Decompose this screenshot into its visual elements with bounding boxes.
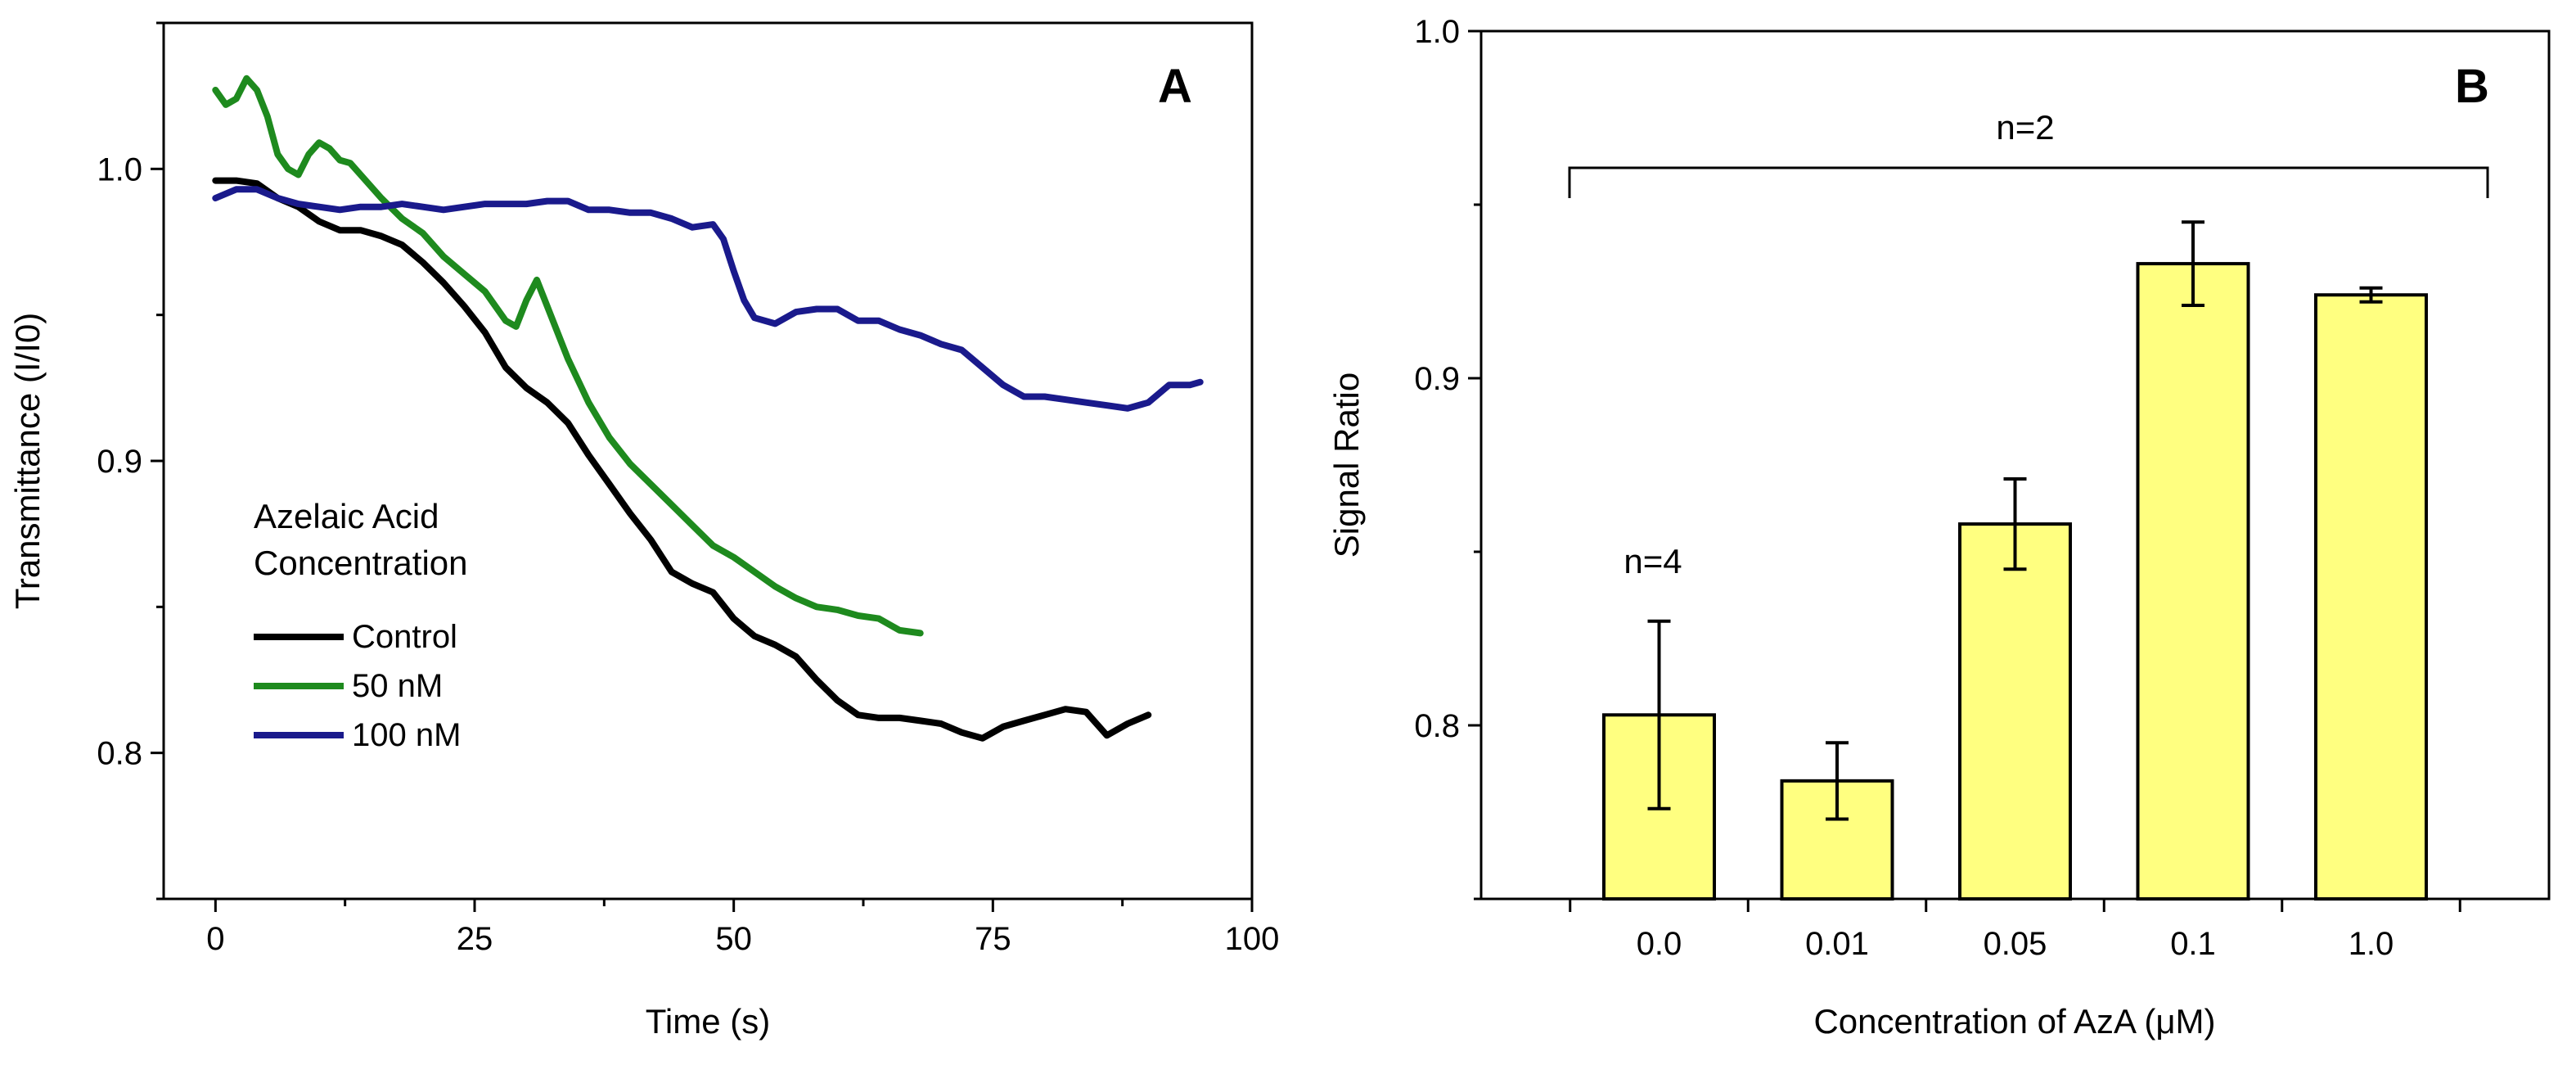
- a-x-tick-label-100: 100: [1225, 921, 1280, 957]
- annotation-n2: n=2: [1996, 108, 2054, 147]
- a-x-tick-label-0: 0: [206, 921, 224, 957]
- a-y-tick-label-1: 0.9: [97, 444, 142, 480]
- a-x-tick-label-75: 75: [975, 921, 1011, 957]
- panel-a-series-lines: [212, 74, 1204, 742]
- bar-0.05: [1958, 522, 2072, 901]
- panel-a-ticks: 0 25 50 75 100 0.8 0.9 1.0: [97, 21, 1280, 957]
- series-line-control: [212, 177, 1152, 742]
- b-y-tick-label-1: 0.9: [1414, 361, 1460, 397]
- panel-b-label: B: [2455, 60, 2489, 113]
- panel-b-bars: [1602, 220, 2428, 901]
- legend-label-50nm: 50 nM: [352, 668, 443, 704]
- bar-1.0: [2314, 293, 2428, 901]
- a-y-tick-label-0: 0.8: [97, 736, 142, 772]
- panel-a-legend: Azelaic Acid Concentration Control 50 nM…: [254, 497, 468, 753]
- legend-title-line-2: Concentration: [254, 544, 468, 582]
- a-x-tick-label-50: 50: [715, 921, 752, 957]
- b-x-tick-label-1.0: 1.0: [2349, 926, 2394, 962]
- panel-a-y-axis-label: Transmittance (I/I0): [8, 313, 47, 610]
- series-line-100-nm: [212, 186, 1204, 412]
- legend-title-line-1: Azelaic Acid: [254, 497, 439, 535]
- b-x-tick-label-0.0: 0.0: [1637, 926, 1682, 962]
- n2-bracket: [1568, 166, 2489, 198]
- panel-a-line-chart: 0 25 50 75 100 0.8 0.9 1.0 A Time (s) Transmitt…: [8, 21, 1280, 1041]
- b-y-tick-label-0: 0.8: [1414, 708, 1460, 744]
- legend-label-100nm: 100 nM: [352, 717, 461, 753]
- bar-0.1: [2136, 262, 2250, 901]
- a-x-tick-label-25: 25: [457, 921, 493, 957]
- b-x-tick-label-0.1: 0.1: [2170, 926, 2216, 962]
- panel-b-y-axis-label: Signal Ratio: [1327, 372, 1366, 558]
- b-x-tick-label-0.01: 0.01: [1805, 926, 1869, 962]
- panel-a-label: A: [1158, 60, 1192, 113]
- annotation-n4: n=4: [1624, 542, 1682, 580]
- panel-b-bar-chart: 0.8 0.9 1.0 0.0 0.01 0.05 0.1 1.0 B Concentrati…: [1327, 14, 2551, 1041]
- panel-b-ticks: 0.8 0.9 1.0 0.0 0.01 0.05 0.1 1.0: [1414, 14, 2461, 962]
- legend-label-control: Control: [352, 619, 457, 655]
- series-line-50-nm: [212, 74, 924, 637]
- panel-a-x-axis-label: Time (s): [646, 1002, 770, 1041]
- panel-b-x-axis-label: Concentration of AzA (μM): [1813, 1002, 2215, 1041]
- b-x-tick-label-0.05: 0.05: [1984, 926, 2047, 962]
- b-y-tick-label-2: 1.0: [1414, 14, 1460, 50]
- panel-a-plot-frame: [162, 21, 1254, 901]
- a-y-tick-label-2: 1.0: [97, 151, 142, 187]
